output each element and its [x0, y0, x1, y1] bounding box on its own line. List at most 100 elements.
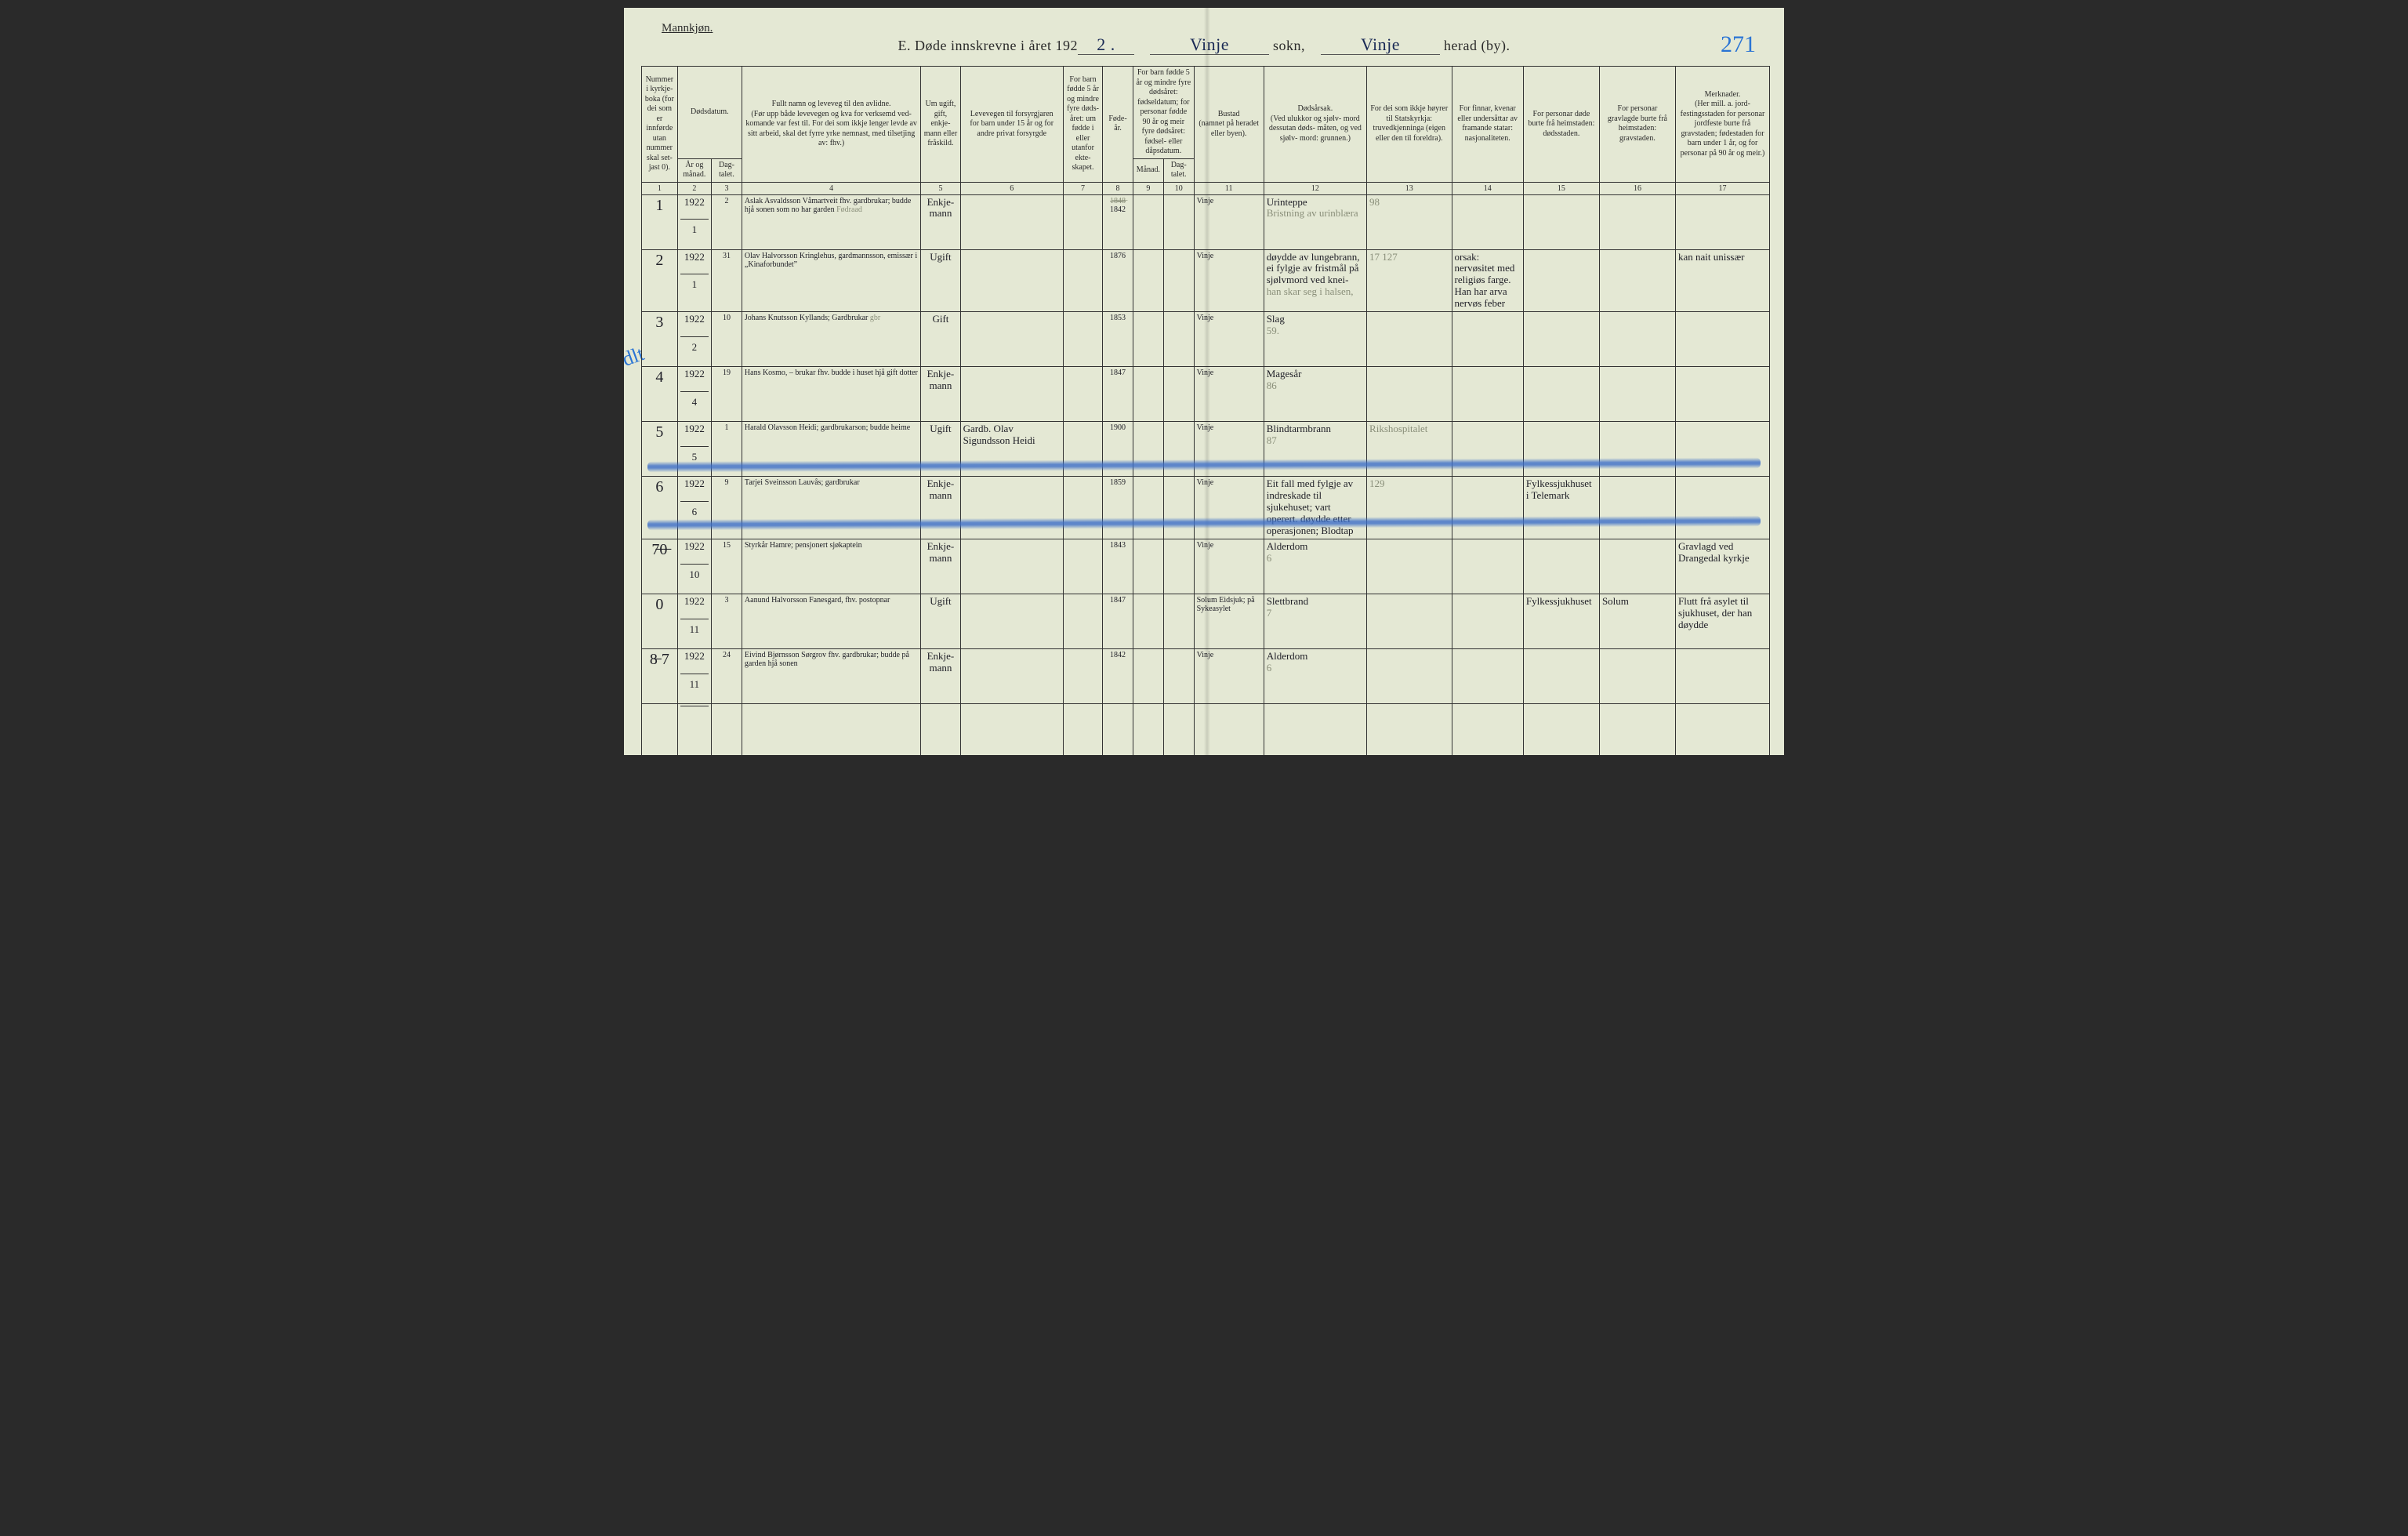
cell: 9 — [712, 477, 742, 539]
cell — [1599, 539, 1675, 594]
cell — [1163, 648, 1194, 703]
colnum: 10 — [1163, 182, 1194, 194]
colnum: 3 — [712, 182, 742, 194]
cell: Gift — [921, 312, 960, 367]
cell-name: Styrkår Hamre; pensjonert sjøkaptein — [742, 539, 920, 594]
register-page: Mannkjøn. E. Døde innskrevne i året 1922… — [624, 8, 1784, 755]
cell-empty — [642, 703, 678, 755]
cell — [1676, 422, 1770, 477]
cell-name: Tarjei Sveinsson Lauvås; gardbrukar — [742, 477, 920, 539]
cell: 19226 — [677, 477, 711, 539]
cell: 2 — [712, 194, 742, 249]
cell — [1367, 367, 1452, 422]
cell — [1163, 594, 1194, 648]
cell — [1163, 539, 1194, 594]
cell: 4 — [642, 367, 678, 422]
cell: 19222 — [677, 312, 711, 367]
cell — [1367, 539, 1452, 594]
cell — [1523, 249, 1599, 312]
cell — [1523, 422, 1599, 477]
cell — [960, 477, 1063, 539]
colnum: 7 — [1063, 182, 1102, 194]
cell: 7̶0̶ — [642, 539, 678, 594]
cell-empty — [742, 703, 920, 755]
cell: 192211 — [677, 594, 711, 648]
col-header-17: Merknader. (Her mill. a. jord- festingss… — [1676, 67, 1770, 183]
cell: 19 — [712, 367, 742, 422]
table-row: 21922131Olav Halvorsson Kringlehus, gard… — [642, 249, 1770, 312]
col-header-12: Dødsårsak. (Ved ulukkor og sjølv- mord d… — [1264, 67, 1366, 183]
cell-name: Aanund Halvorsson Fanesgard, fhv. postop… — [742, 594, 920, 648]
cell — [1063, 648, 1102, 703]
cell — [1133, 477, 1163, 539]
title-year-suffix: 2 . — [1078, 34, 1134, 55]
table-row: 5192251Harald Olavsson Heidi; gardbrukar… — [642, 422, 1770, 477]
cell: Enkje- mann — [921, 367, 960, 422]
cell-cause: Slag59. — [1264, 312, 1366, 367]
cell-cause: Alderdom6 — [1264, 648, 1366, 703]
cell — [960, 194, 1063, 249]
cell — [960, 594, 1063, 648]
cell — [1063, 477, 1102, 539]
cell: 6 — [642, 477, 678, 539]
cell — [1452, 367, 1523, 422]
cell: 19224 — [677, 367, 711, 422]
cell-empty — [960, 703, 1063, 755]
colnum: 9 — [1133, 182, 1163, 194]
cell-empty — [1523, 703, 1599, 755]
cell — [960, 312, 1063, 367]
title-prefix: E. Døde innskrevne i året 192 — [898, 38, 1078, 53]
cell: 3 — [712, 594, 742, 648]
cell-cause: Magesår86 — [1264, 367, 1366, 422]
cell-empty — [921, 703, 960, 755]
cell — [960, 249, 1063, 312]
cell-empty — [1367, 703, 1452, 755]
cell: Gravlagd ved Drangedal kyrkje — [1676, 539, 1770, 594]
cell: Ugift — [921, 594, 960, 648]
cell-empty — [1133, 703, 1163, 755]
cell: 129 — [1367, 477, 1452, 539]
gender-label: Mannkjøn. — [662, 22, 713, 35]
cell — [1063, 539, 1102, 594]
cell-empty — [1599, 703, 1675, 755]
cell — [1523, 648, 1599, 703]
page-number: 271 — [1721, 31, 1756, 58]
herad-label: herad (by). — [1444, 38, 1510, 53]
colnum: 13 — [1367, 182, 1452, 194]
col-header-11: Bustad (namnet på heradet eller byen). — [1194, 67, 1264, 183]
colnum: 11 — [1194, 182, 1264, 194]
cell: 19221 — [677, 249, 711, 312]
table-row: 01922113Aanund Halvorsson Fanesgard, fhv… — [642, 594, 1770, 648]
cell-name: Aslak Asvaldsson Våmartveit fhv. gardbru… — [742, 194, 920, 249]
colnum: 14 — [1452, 182, 1523, 194]
sokn-label: sokn, — [1273, 38, 1305, 53]
cell: 0 — [642, 594, 678, 648]
cell: 3 — [642, 312, 678, 367]
colnum: 5 — [921, 182, 960, 194]
cell — [1452, 594, 1523, 648]
cell-cause: Blindtarmbrann87 — [1264, 422, 1366, 477]
cell: Ugift — [921, 422, 960, 477]
cell: Vinje — [1194, 477, 1264, 539]
col-header-14: For finnar, kvenar eller undersåttar av … — [1452, 67, 1523, 183]
column-number-row: 1 2 3 4 5 6 7 8 9 10 11 12 13 14 15 16 1… — [642, 182, 1770, 194]
cell-cause: Alderdom6 — [1264, 539, 1366, 594]
cell: 1 — [642, 194, 678, 249]
col-header-10: Dag- talet. — [1163, 158, 1194, 182]
cell: Fylkessjukhuset — [1523, 594, 1599, 648]
cell — [1676, 194, 1770, 249]
colnum: 4 — [742, 182, 920, 194]
cell — [1367, 312, 1452, 367]
cell: Solum — [1599, 594, 1675, 648]
herad-value: Vinje — [1321, 34, 1440, 55]
cell: 1843 — [1103, 539, 1133, 594]
form-title: E. Døde innskrevne i året 1922 . Vinje s… — [624, 34, 1784, 55]
cell — [1599, 648, 1675, 703]
cell-cause: Slettbrand7 — [1264, 594, 1366, 648]
cell — [1163, 194, 1194, 249]
table-row: 6192269Tarjei Sveinsson Lauvås; gardbruk… — [642, 477, 1770, 539]
cell — [1163, 249, 1194, 312]
cell: Vinje — [1194, 249, 1264, 312]
cell-name: Olav Halvorsson Kringlehus, gardmannsson… — [742, 249, 920, 312]
cell — [1599, 367, 1675, 422]
